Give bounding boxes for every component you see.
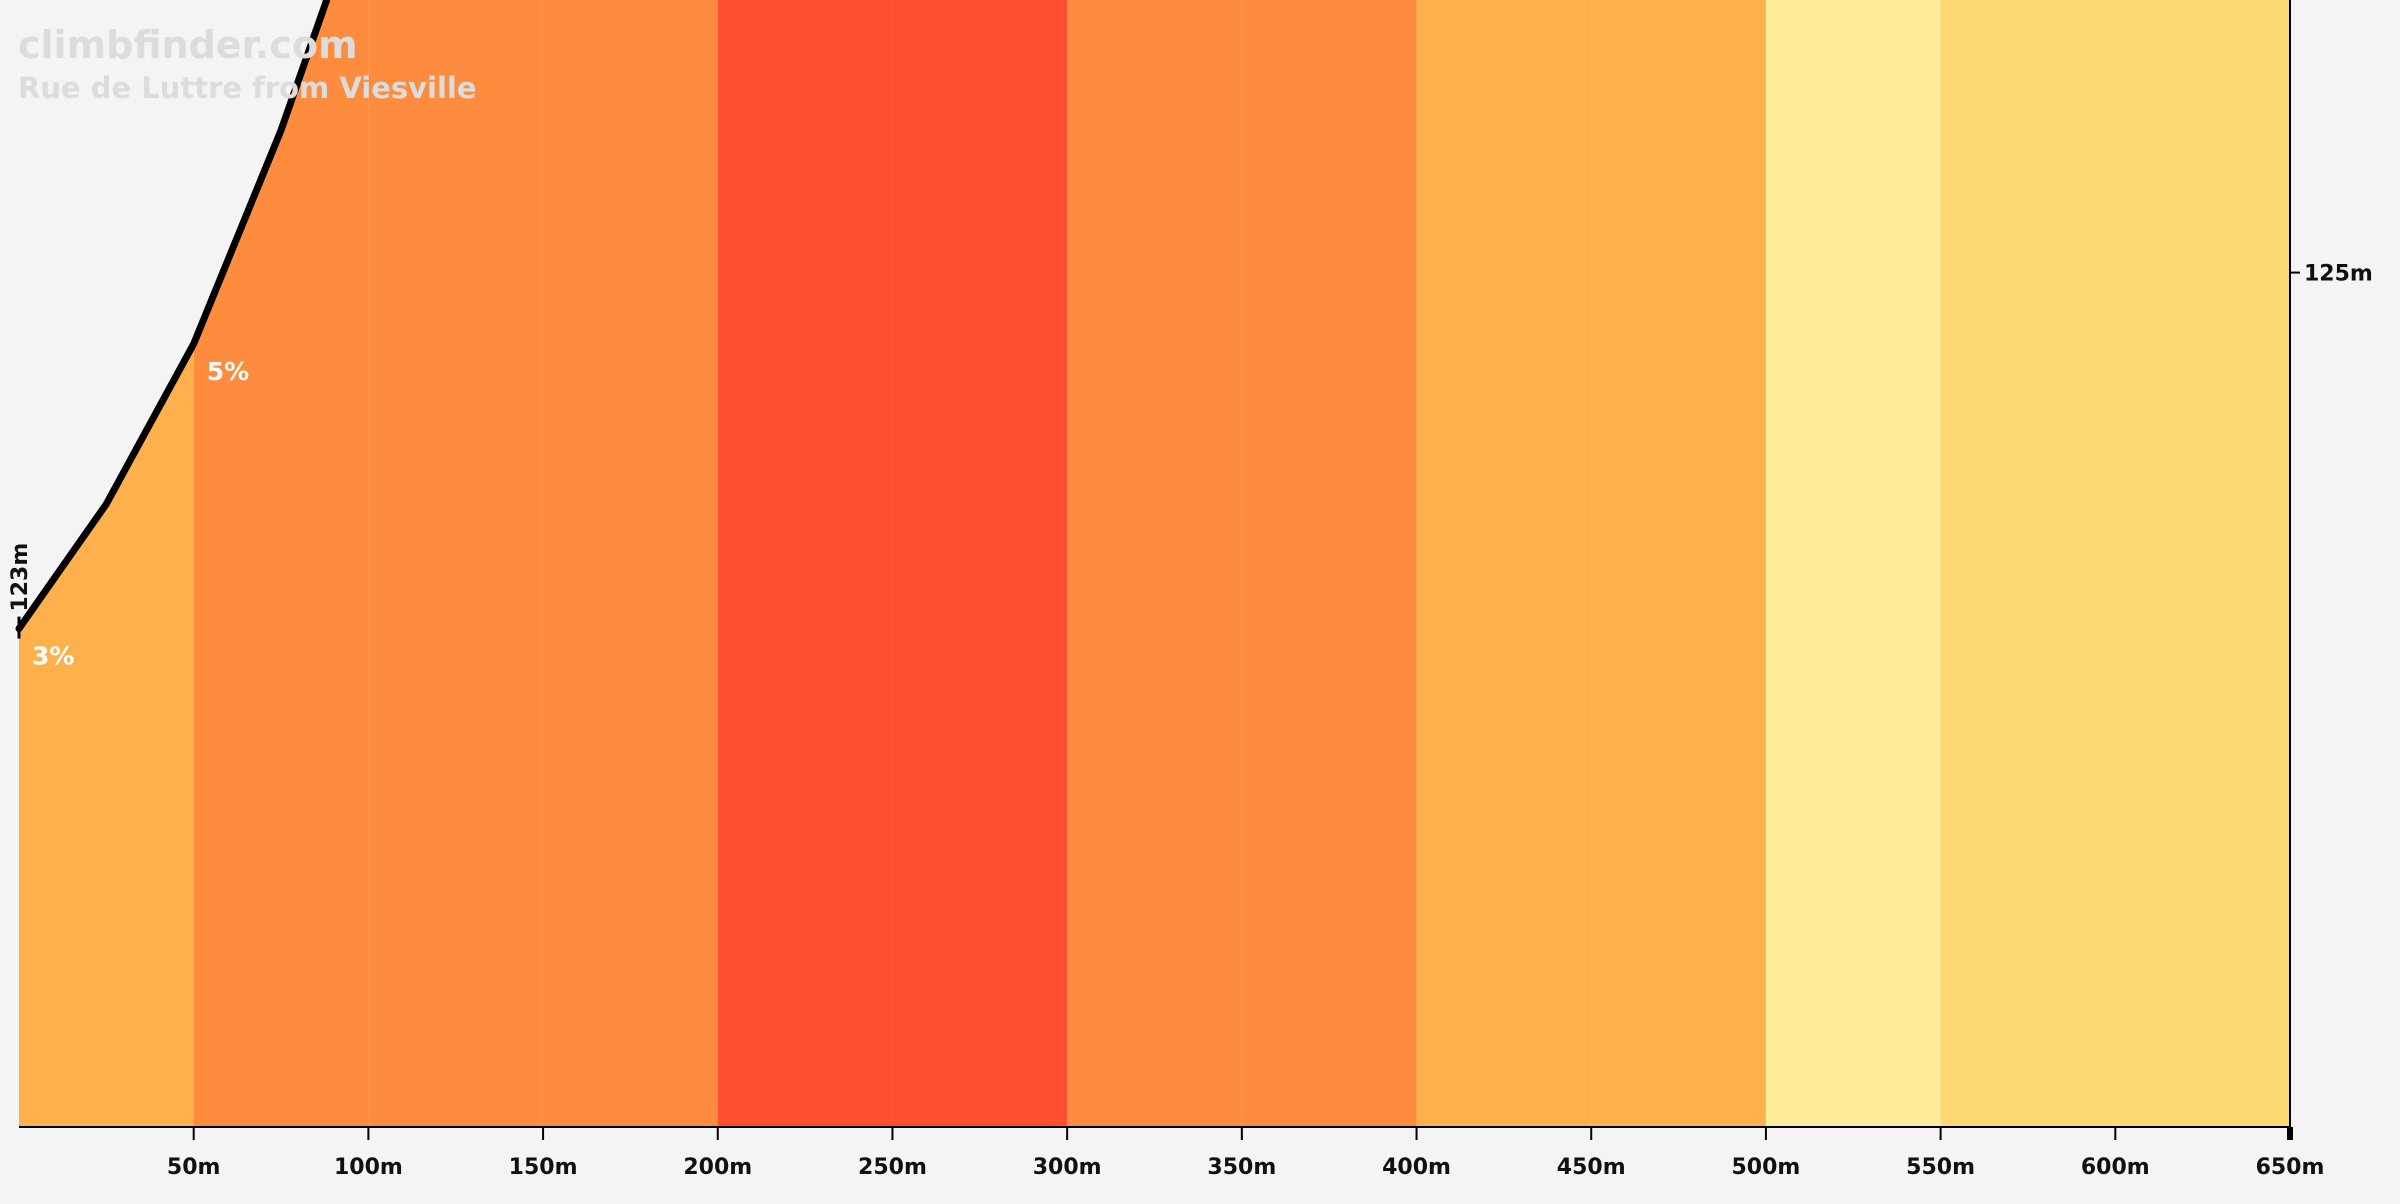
gradient-label-1: 3% [32, 642, 74, 671]
gradient-fills [19, 0, 2290, 1127]
gradient-segment-5 [717, 0, 893, 1127]
x-tick-label-12: 600m [2081, 1155, 2150, 1180]
axes: 50m 100m 150m 200m 250m 300m 350m 400m 450m 500m 5… [8, 0, 2373, 1180]
gradient-segment-12 [1940, 0, 2116, 1127]
site-brand: climbfinder.com [18, 23, 358, 67]
gradient-segment-3 [368, 0, 544, 1127]
gradient-segment-2 [193, 0, 369, 1127]
x-tick-label-3: 150m [509, 1155, 578, 1180]
gradient-segment-10 [1591, 0, 1766, 1127]
gradient-segment-6 [892, 0, 1068, 1127]
gradient-segment-13 [2115, 0, 2290, 1127]
x-tick-label-1: 50m [167, 1155, 221, 1180]
x-tick-label-4: 200m [683, 1155, 752, 1180]
gradient-segment-11 [1765, 0, 1941, 1127]
y-tick-label-1: 125m [2304, 262, 2373, 287]
x-tick-label-13: 650m [2256, 1155, 2325, 1180]
gradient-segment-9 [1416, 0, 1592, 1127]
gradient-labels: 3%5%5%5%6%6%5%4%3%2%0%1%1% [32, 357, 249, 671]
x-tick-label-7: 350m [1207, 1155, 1276, 1180]
gradient-segment-4 [543, 0, 718, 1127]
x-tick-label-5: 250m [858, 1155, 927, 1180]
gradient-segment-7 [1067, 0, 1242, 1127]
gradient-segment-1 [19, 343, 194, 1127]
gradient-segment-8 [1241, 0, 1417, 1127]
climb-title: Rue de Luttre from Viesville [18, 71, 477, 105]
x-tick-label-10: 500m [1731, 1155, 1800, 1180]
x-tick-label-6: 300m [1033, 1155, 1102, 1180]
start-elevation-label: 123m [8, 543, 33, 612]
x-tick-label-2: 100m [334, 1155, 403, 1180]
x-tick-label-8: 400m [1382, 1155, 1451, 1180]
x-tick-label-9: 450m [1557, 1155, 1626, 1180]
gradient-label-2: 5% [207, 357, 249, 386]
x-tick-label-11: 550m [1906, 1155, 1975, 1180]
